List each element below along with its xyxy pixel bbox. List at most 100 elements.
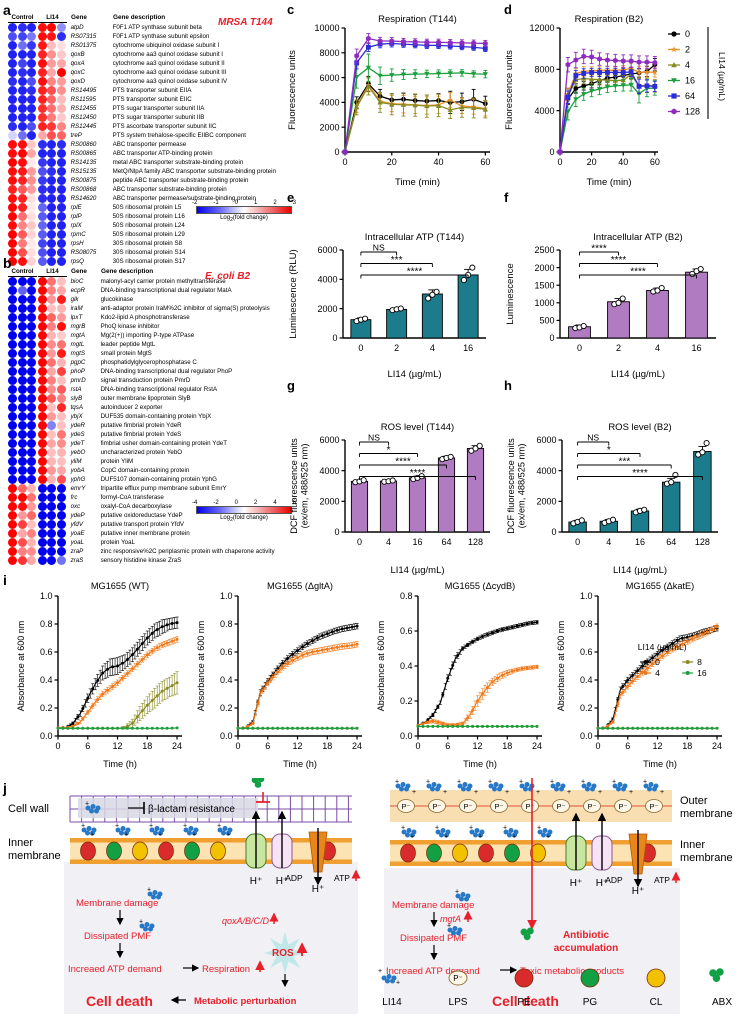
heatmap-cell	[17, 402, 27, 412]
li14-molecule: +	[426, 779, 442, 792]
heatmap-cell	[56, 112, 66, 122]
outer-membrane-label: Outer	[680, 795, 708, 807]
y-tick-label: 8000	[319, 48, 339, 58]
positive-charge: +	[457, 779, 461, 786]
heatmap-cell	[47, 130, 57, 140]
data-point	[310, 639, 314, 643]
positive-charge: +	[598, 789, 602, 796]
antibiotic-accumulation-label: Antibiotic	[563, 930, 610, 941]
data-point	[520, 623, 524, 627]
gene-description: signal transduction protein PmrD	[100, 376, 191, 384]
data-point	[456, 724, 460, 728]
heatmap-cell	[17, 501, 27, 511]
heatmap-cell	[56, 202, 66, 212]
data-point	[626, 726, 630, 730]
heatmap-cell	[37, 112, 47, 122]
data-point	[130, 721, 134, 725]
y-tick-label: 4000	[317, 275, 337, 285]
heatmap-cell	[17, 456, 27, 466]
heatmap-row: bioC malonyl-acyl carrier protein methylt…	[8, 276, 345, 286]
data-point	[482, 46, 488, 51]
data-point	[412, 39, 418, 45]
data-point	[620, 83, 626, 89]
chart-title: MG1655 (ΔkatE)	[626, 581, 694, 591]
data-point	[96, 726, 100, 730]
significance-bracket: NS	[577, 433, 610, 446]
heatmap-cell	[8, 294, 17, 304]
gene-name: yfdV	[70, 520, 83, 528]
data-point	[470, 71, 477, 77]
data-point	[641, 506, 648, 513]
gene-description: anti-adaptor protein IraM%2C inhibitor o…	[100, 304, 270, 312]
x-tick-label: 60	[650, 157, 660, 167]
heatmap-row: zraS sensory histidine kinase ZraS	[8, 555, 345, 565]
bar-4	[421, 288, 443, 339]
data-point	[470, 105, 477, 111]
data-point	[436, 705, 440, 709]
heatmap-cell	[37, 94, 47, 104]
heatmap-cell	[37, 519, 47, 529]
data-point	[71, 721, 75, 725]
key-label: ABX	[711, 997, 732, 1008]
gene-description: 50S ribosomal protein L16	[112, 212, 185, 220]
data-point	[111, 726, 115, 730]
gene-description: PTS ascorbate transporter subunit IIC	[112, 122, 217, 130]
data-point	[276, 726, 280, 730]
data-point	[652, 83, 658, 89]
gene-name: yliM	[70, 457, 82, 465]
heatmap-row: qoxB cytochrome aa3 quinol oxidase subuni…	[8, 49, 345, 59]
data-point	[490, 724, 494, 728]
data-point	[459, 70, 465, 76]
data-point	[426, 720, 430, 724]
data-point	[145, 636, 149, 640]
heatmap-cell	[37, 375, 47, 385]
heatmap-cell	[27, 420, 37, 430]
y-tick-label: 0.8	[580, 619, 593, 629]
heatmap-cells	[8, 519, 67, 529]
y-tick-label: 0.0	[40, 731, 53, 741]
heatmap-cell	[56, 456, 66, 466]
heatmap-cell	[47, 402, 57, 412]
heatmap-cell	[27, 220, 37, 230]
heatmap-cell	[47, 85, 57, 95]
gene-name: rpmC	[70, 230, 86, 238]
heatmap-cell	[47, 384, 57, 394]
heatmap-row: RS11595 PTS transporter subunit EIIC	[8, 94, 345, 104]
data-point	[616, 726, 620, 730]
data-point	[515, 668, 519, 672]
toxic-products-label: Toxic metabolic products	[520, 966, 624, 977]
significance-label: ****	[410, 468, 426, 479]
significance-label: ****	[395, 457, 411, 468]
heatmap-cell	[17, 294, 27, 304]
gene-name: RS12450	[70, 113, 97, 121]
data-point	[480, 635, 484, 639]
x-axis-label: LI14 (µg/mL)	[390, 565, 444, 576]
data-point	[665, 726, 669, 730]
heatmap-cell	[27, 411, 37, 421]
heatmap-cell	[47, 175, 57, 185]
bar-0	[350, 477, 369, 533]
heatmap-cells	[8, 76, 67, 86]
data-point	[441, 724, 445, 728]
heatmap-cell	[17, 238, 27, 248]
positive-charge: +	[115, 823, 119, 830]
heatmap-cell	[37, 546, 47, 556]
heatmap-cell	[56, 229, 66, 239]
x-tick-label: 16	[691, 343, 701, 353]
gene-name: zraP	[70, 547, 84, 555]
data-point	[160, 689, 164, 693]
significance-bracket: ***	[577, 457, 672, 469]
legend-label: 2	[685, 45, 690, 55]
heatmap-cells	[8, 375, 67, 385]
positive-charge: +	[147, 887, 151, 894]
data-point	[360, 477, 367, 484]
heatmap-cell	[17, 139, 27, 149]
y-tick-label: 2000	[319, 122, 339, 132]
legend-label: 128	[685, 107, 700, 117]
data-point	[251, 726, 255, 730]
positive-charge: +	[643, 779, 647, 786]
inner-membrane-label: membrane	[8, 850, 61, 862]
heatmap-cell	[37, 492, 47, 502]
heatmap-cell	[17, 211, 27, 221]
heatmap-cell	[47, 76, 57, 86]
